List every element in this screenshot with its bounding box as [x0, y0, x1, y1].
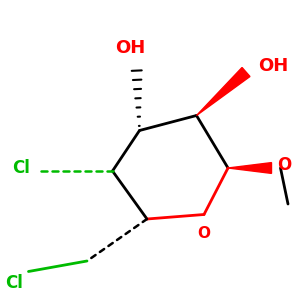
Text: OH: OH [258, 57, 288, 75]
Text: O: O [197, 226, 211, 242]
Text: Cl: Cl [4, 274, 22, 292]
Polygon shape [228, 163, 272, 173]
Text: O: O [278, 156, 292, 174]
Polygon shape [196, 68, 250, 116]
Text: OH: OH [116, 39, 146, 57]
Text: Cl: Cl [12, 159, 30, 177]
